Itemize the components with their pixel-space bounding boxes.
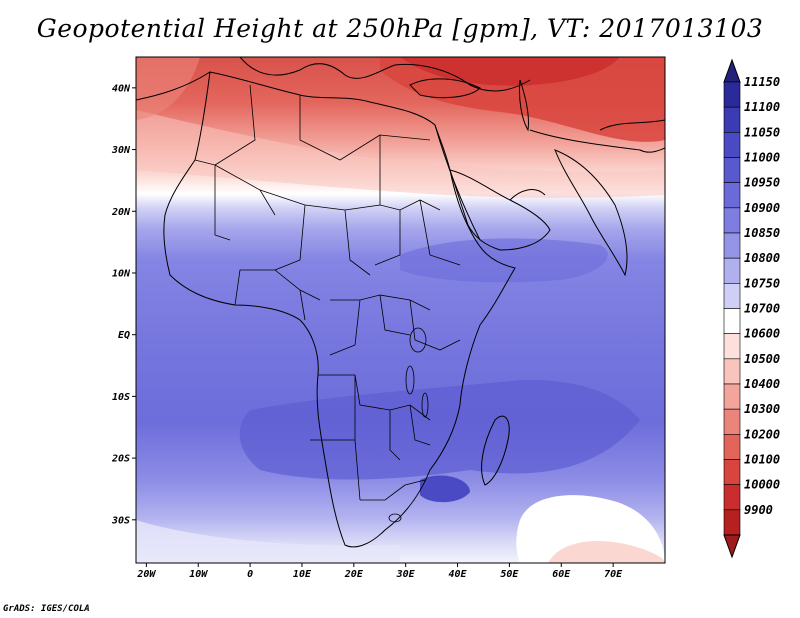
colorbar-label: 10750 [744,276,780,290]
lon-label: 50E [500,569,519,580]
colorbar-swatch [723,207,741,234]
colorbar-bottom-arrow [723,534,741,559]
coastlines [136,57,665,548]
lat-label: 10S [112,392,130,403]
colorbar-label: 11050 [744,125,780,139]
colorbar-swatch [723,106,741,133]
colorbar-swatch [723,232,741,259]
lat-label: 20S [111,454,130,465]
colorbar-top-arrow [723,58,741,83]
colorbar-label: 10850 [744,226,780,240]
lat-label: 30S [111,515,130,526]
colorbar-swatch [723,484,741,511]
grads-credit: GrADS: IGES/COLA [3,604,90,614]
chart-title: Geopotential Height at 250hPa [gpm], VT:… [36,14,764,43]
colorbar-label: 10300 [744,402,780,416]
lat-label: 40N [112,83,131,94]
colorbar-swatch [723,81,741,108]
longitude-axis: 20W 10W 0 10E 20E 30E 40E 50E 60E 70E [136,563,623,580]
latitude-axis: 40N 30N 20N 10N EQ 10S 20S 30S [111,83,136,526]
lon-label: 60E [552,569,571,580]
colorbar-swatch [723,308,741,334]
colorbar-swatch [723,459,741,485]
colorbar-swatch [723,182,741,209]
lat-label: 30N [111,145,131,156]
lon-label: 10W [189,569,208,580]
lat-label: EQ [118,330,130,341]
colorbar-label: 10100 [744,453,780,467]
colorbar-label: 10200 [744,427,780,441]
colorbar-swatch [723,434,741,460]
colorbar-swatch [723,509,741,536]
lon-label: 0 [247,569,253,580]
lat-label: 10N [112,268,131,279]
plot-frame [135,56,666,564]
colorbar-label: 10400 [744,377,780,391]
lon-label: 30E [396,569,416,580]
colorbar-label: 10950 [744,176,780,190]
country-borders [194,84,461,501]
colorbar-label: 10700 [744,302,780,316]
colorbar-label: 10600 [744,327,780,341]
colorbar-swatch [723,257,741,284]
colorbar-swatch [723,283,741,309]
lakes [388,327,429,523]
lon-label: 40E [449,569,468,580]
colorbar-label: 10500 [744,352,780,366]
colorbar-label: 11100 [744,100,780,114]
colorbar-label: 10000 [744,478,780,492]
lon-label: 20W [136,569,156,580]
lon-label: 70E [604,569,623,580]
lon-label: 20E [344,569,364,580]
colorbar-swatch [723,132,741,158]
colorbar-label: 10900 [744,201,780,215]
colorbar-swatch [723,358,741,385]
lon-label: 10E [293,569,312,580]
colorbar-label: 11000 [744,151,780,165]
colorbar-label: 9900 [744,503,773,517]
colorbar: 11150 11100 11050 11000 10950 10900 10850 10800… [723,58,780,559]
colorbar-swatch [723,408,741,435]
colorbar-swatch [723,333,741,360]
colorbar-label: 11150 [744,75,780,89]
colorbar-label: 10800 [744,251,780,265]
colorbar-swatch [723,157,741,183]
height-field [136,57,665,563]
colorbar-swatch [723,383,741,410]
lat-label: 20N [111,207,131,218]
